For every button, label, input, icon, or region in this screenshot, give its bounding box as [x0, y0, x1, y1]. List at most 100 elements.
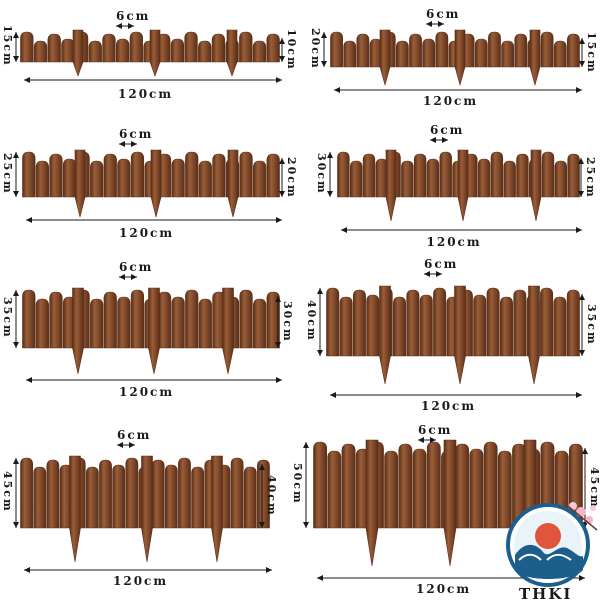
width-label: 120cm [118, 87, 174, 101]
fence-log [384, 450, 399, 529]
fence-log [327, 450, 342, 529]
right-height-label: 45cm [588, 467, 600, 509]
fence-log [426, 441, 441, 529]
fence-log [49, 291, 63, 349]
fence-log [239, 31, 253, 63]
right-height-arrow [259, 464, 265, 528]
fence-stake [529, 29, 541, 87]
fence-panel [20, 455, 270, 563]
fence-log [356, 33, 370, 68]
fence-stake [72, 29, 84, 77]
width-arrow [24, 77, 282, 83]
fence-stake [226, 29, 238, 77]
fence-log [61, 38, 75, 63]
fence-log [339, 296, 353, 357]
fence-log [103, 153, 117, 198]
fence-stake [72, 287, 84, 375]
fence-log [426, 158, 440, 198]
fence-log [130, 151, 145, 198]
fence-log [477, 158, 491, 198]
fence-log [171, 158, 185, 198]
fence-log [185, 151, 199, 198]
width-arrow [26, 217, 282, 223]
fence-log [35, 160, 49, 198]
width-arrow [24, 567, 272, 573]
fence-log [439, 151, 452, 198]
fence-log [243, 466, 257, 529]
fence-log [239, 151, 253, 198]
fence-log [501, 40, 515, 68]
spacing-arrow [426, 21, 444, 27]
watermark-text: THKI [519, 585, 572, 600]
fence-log [33, 40, 48, 63]
right-height-label: 30cm [281, 301, 294, 343]
fence-log [191, 466, 205, 529]
fence-log [313, 441, 328, 529]
fence-stake [141, 455, 153, 563]
fence-log [398, 443, 413, 529]
fence-log [112, 464, 126, 529]
right-height-arrow [275, 296, 281, 348]
fence-log [514, 33, 528, 68]
width-arrow [334, 87, 582, 93]
fence-log [185, 289, 199, 349]
fence-log [198, 40, 212, 63]
spacing-label: 6cm [418, 423, 453, 437]
fence-log [352, 289, 366, 357]
fence-stake [148, 287, 160, 375]
right-height-label: 15cm [585, 31, 598, 74]
fence-log [90, 298, 104, 349]
fence-stake [530, 149, 542, 222]
fence-log [170, 38, 185, 63]
fence-log [393, 296, 407, 357]
fence-log [326, 287, 340, 357]
fence-panel [326, 285, 580, 385]
fence-log [125, 457, 139, 529]
fence-stake [365, 439, 379, 567]
fence-panel [20, 29, 280, 77]
fence-log [211, 33, 226, 63]
left-height-arrow [13, 152, 19, 197]
fence-log [90, 160, 104, 198]
right-height-label: 25cm [584, 156, 597, 199]
fence-log [473, 294, 487, 357]
fence-log [554, 160, 568, 198]
fence-log [99, 459, 112, 529]
right-height-label: 40cm [265, 475, 278, 517]
spacing-label: 6cm [119, 127, 154, 141]
fence-log [20, 457, 33, 529]
right-height-arrow [579, 294, 585, 356]
spacing-label: 6cm [424, 257, 459, 271]
right-height-arrow [578, 158, 584, 197]
fence-log [266, 153, 280, 198]
left-height-label: 50cm [291, 463, 304, 505]
fence-stake [457, 149, 469, 222]
fence-log [486, 287, 500, 357]
fence-log [455, 443, 470, 529]
fence-log [540, 287, 554, 357]
right-height-label: 10cm [285, 29, 298, 71]
fence-log [413, 153, 427, 198]
fence-log [406, 289, 420, 357]
fence-log [337, 151, 350, 198]
fence-log [22, 151, 36, 198]
fence-log [198, 160, 212, 198]
fence-log [115, 38, 130, 63]
fence-log [362, 153, 376, 198]
left-height-label: 35cm [1, 297, 14, 339]
fence-log [343, 40, 357, 68]
fence-log [230, 457, 244, 529]
fence-panel [22, 149, 280, 218]
fence-log [503, 160, 516, 198]
fence-log [488, 31, 501, 68]
spacing-label: 6cm [117, 428, 152, 442]
fence-log [422, 38, 436, 68]
left-height-arrow [303, 442, 309, 528]
right-height-arrow [579, 38, 585, 67]
spacing-arrow [430, 137, 448, 143]
fence-log [330, 31, 343, 68]
spacing-arrow [418, 437, 436, 443]
fence-log [540, 31, 554, 68]
fence-stake [227, 149, 239, 218]
spacing-arrow [116, 23, 134, 29]
